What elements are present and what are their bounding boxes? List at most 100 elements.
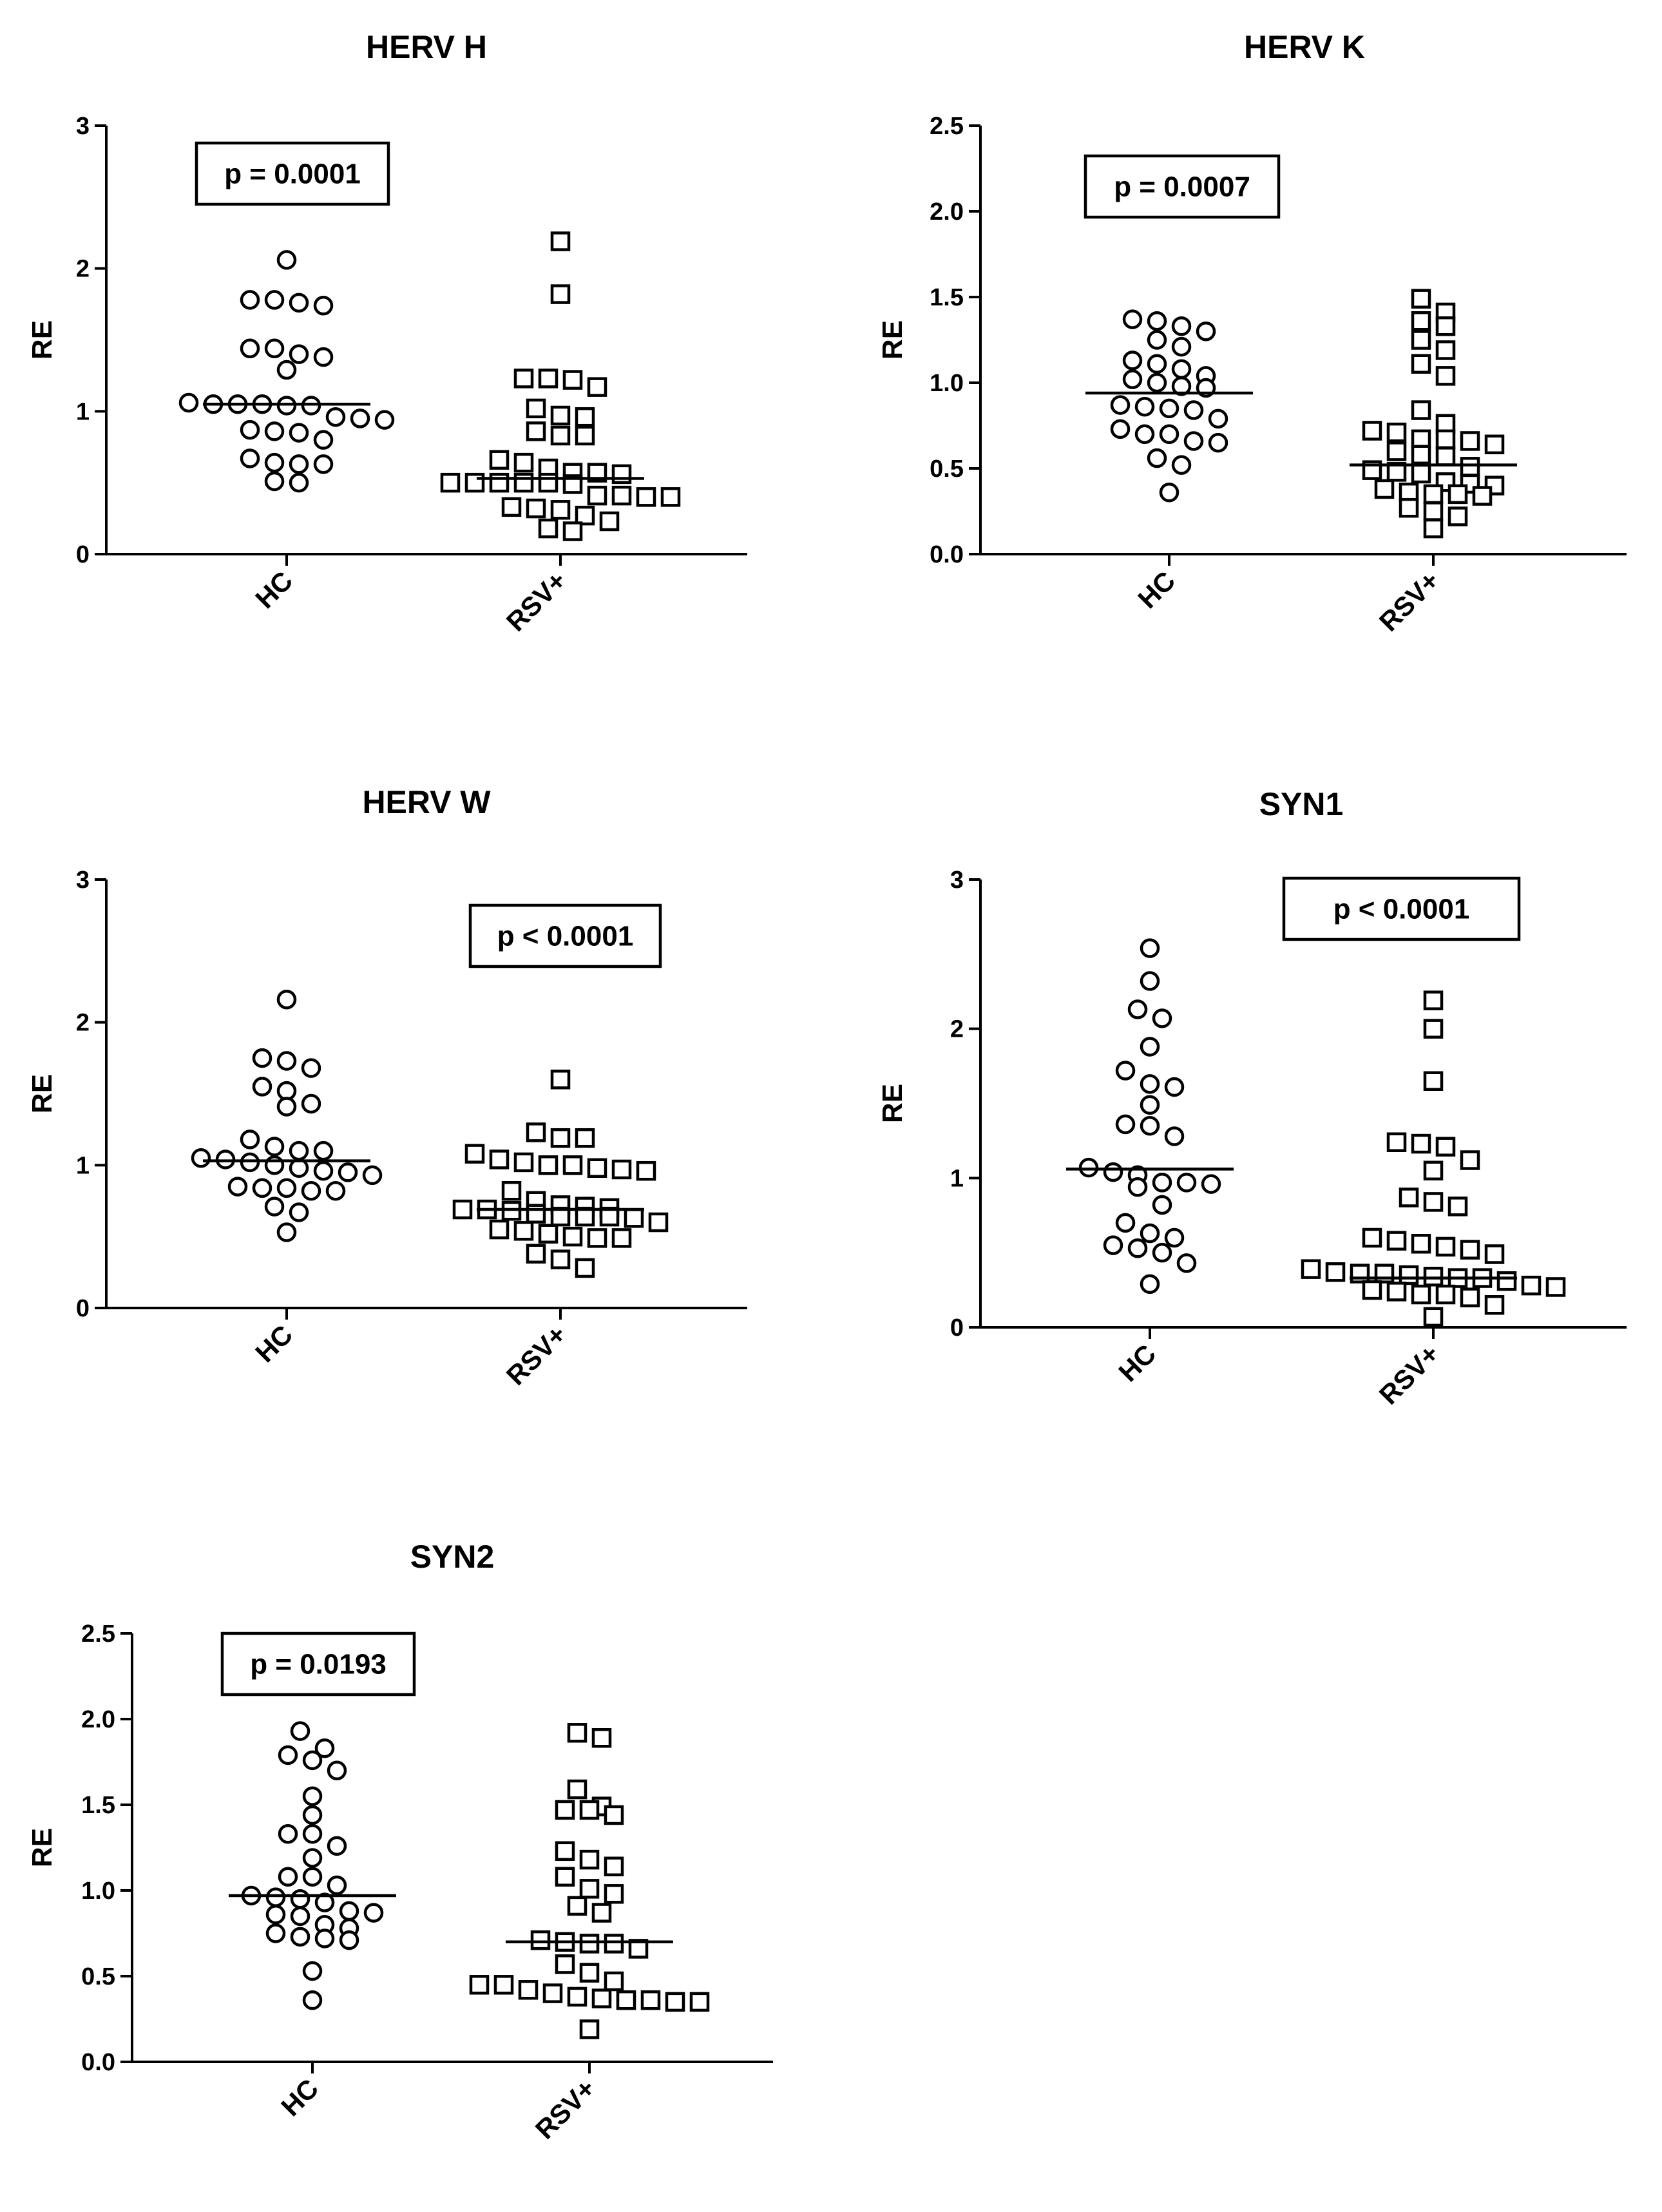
y-tick-label: 1 bbox=[950, 1165, 964, 1192]
y-axis-label: RE bbox=[26, 320, 58, 360]
data-point-hc bbox=[276, 360, 297, 380]
data-point-rsv bbox=[636, 487, 656, 507]
data-point-hc bbox=[1183, 431, 1204, 451]
data-point-hc bbox=[1127, 999, 1148, 1019]
data-point-hc bbox=[1201, 1174, 1221, 1194]
data-point-rsv bbox=[550, 284, 571, 304]
panel-title: SYN2 bbox=[410, 1539, 495, 1575]
data-point-hc bbox=[1164, 1227, 1185, 1248]
data-point-hc bbox=[301, 1180, 321, 1201]
data-point-rsv bbox=[1435, 316, 1456, 336]
p-value-label: p < 0.0001 bbox=[1333, 894, 1470, 925]
data-point-rsv bbox=[1386, 1282, 1407, 1302]
data-point-rsv bbox=[550, 405, 571, 426]
data-point-hc bbox=[1122, 369, 1143, 389]
data-point-rsv bbox=[1399, 482, 1419, 503]
data-point-hc bbox=[1152, 1173, 1172, 1193]
data-point-hc bbox=[1159, 482, 1180, 503]
data-point-hc bbox=[327, 1836, 347, 1856]
data-point-hc bbox=[240, 290, 260, 310]
x-category-label: HC bbox=[1132, 565, 1181, 614]
data-point-rsv bbox=[1423, 484, 1444, 505]
x-category-label: RSV+ bbox=[501, 1319, 573, 1391]
y-axis-label: RE bbox=[877, 320, 908, 360]
data-point-rsv bbox=[567, 1779, 587, 1800]
data-point-rsv bbox=[1484, 1295, 1505, 1315]
data-point-hc bbox=[302, 1990, 323, 2010]
data-point-rsv bbox=[513, 452, 534, 473]
data-point-rsv bbox=[469, 1975, 490, 1995]
data-point-rsv bbox=[575, 505, 595, 526]
data-point-rsv bbox=[1423, 1307, 1444, 1327]
data-point-hc bbox=[276, 1222, 297, 1242]
y-tick-label: 0 bbox=[76, 541, 90, 568]
y-axis-label: RE bbox=[26, 1074, 58, 1113]
data-point-rsv bbox=[1423, 501, 1444, 521]
y-tick-label: 2 bbox=[76, 256, 90, 283]
data-point-rsv bbox=[452, 1199, 473, 1220]
data-point-hc bbox=[1140, 1274, 1160, 1294]
y-tick-label: 2.0 bbox=[930, 198, 964, 226]
data-point-rsv bbox=[1362, 421, 1382, 441]
data-point-rsv bbox=[587, 485, 607, 506]
data-point-hc bbox=[327, 1760, 347, 1781]
data-point-rsv bbox=[1423, 1192, 1444, 1212]
data-point-rsv bbox=[575, 425, 595, 446]
data-point-rsv bbox=[1460, 457, 1480, 477]
data-point-rsv bbox=[1447, 506, 1468, 526]
data-point-hc bbox=[289, 454, 309, 474]
data-point-hc bbox=[289, 1140, 309, 1161]
data-point-hc bbox=[1159, 398, 1180, 419]
data-point-rsv bbox=[1435, 366, 1456, 386]
data-point-hc bbox=[290, 1927, 310, 1947]
data-point-hc bbox=[276, 989, 297, 1010]
data-point-rsv bbox=[1411, 445, 1431, 465]
x-category-label: HC bbox=[1113, 1338, 1161, 1387]
data-point-hc bbox=[302, 1750, 323, 1771]
data-point-rsv bbox=[538, 369, 559, 389]
data-point-rsv bbox=[493, 1975, 514, 1995]
data-point-hc bbox=[1159, 424, 1180, 445]
data-point-hc bbox=[264, 471, 285, 492]
data-point-hc bbox=[264, 1155, 285, 1175]
data-point-hc bbox=[290, 1889, 310, 1909]
panel-1: HERV H RE 0 1 2 3 HC RSV+ p = 0.0001 bbox=[26, 29, 747, 637]
data-point-hc bbox=[1103, 1162, 1123, 1182]
data-point-rsv bbox=[604, 1934, 624, 1954]
data-point-rsv bbox=[587, 1228, 607, 1248]
y-tick-label: 0.0 bbox=[81, 2049, 115, 2076]
y-tick-label: 0.5 bbox=[81, 1963, 115, 1990]
data-point-rsv bbox=[591, 1728, 612, 1748]
data-point-hc bbox=[1147, 311, 1167, 331]
data-point-rsv bbox=[526, 498, 546, 519]
data-point-hc bbox=[325, 1180, 346, 1201]
data-point-rsv bbox=[1374, 479, 1395, 499]
data-point-hc bbox=[1140, 1037, 1160, 1057]
data-point-hc bbox=[313, 454, 334, 474]
data-point-rsv bbox=[1435, 429, 1456, 450]
data-point-rsv bbox=[599, 1206, 620, 1227]
data-point-rsv bbox=[1435, 1284, 1456, 1305]
data-point-hc bbox=[374, 410, 395, 430]
data-point-hc bbox=[338, 1162, 358, 1182]
p-value-box bbox=[1282, 876, 1521, 941]
data-point-hc bbox=[289, 423, 309, 443]
x-category-label: RSV+ bbox=[501, 565, 573, 637]
x-category-label: HC bbox=[249, 1319, 298, 1368]
data-point-rsv bbox=[1411, 330, 1431, 350]
data-point-rsv bbox=[1472, 486, 1493, 506]
data-point-rsv bbox=[1423, 1019, 1444, 1039]
data-point-hc bbox=[191, 1148, 211, 1168]
panel-title: HERV H bbox=[366, 29, 487, 65]
y-tick-label: 0.0 bbox=[930, 541, 964, 568]
p-value-box bbox=[195, 141, 390, 206]
data-point-rsv bbox=[1484, 434, 1505, 455]
data-point-rsv bbox=[1411, 1284, 1431, 1305]
data-point-hc bbox=[1110, 419, 1131, 439]
panel-2: HERV K RE 0.0 0.5 1.0 1.5 2.0 2.5 HC RSV+ p = 0.00… bbox=[877, 29, 1627, 637]
data-point-hc bbox=[325, 407, 346, 427]
data-point-rsv bbox=[440, 472, 461, 493]
data-point-hc bbox=[1152, 1195, 1172, 1215]
data-point-hc bbox=[1171, 376, 1192, 396]
data-point-rsv bbox=[665, 1992, 685, 2012]
